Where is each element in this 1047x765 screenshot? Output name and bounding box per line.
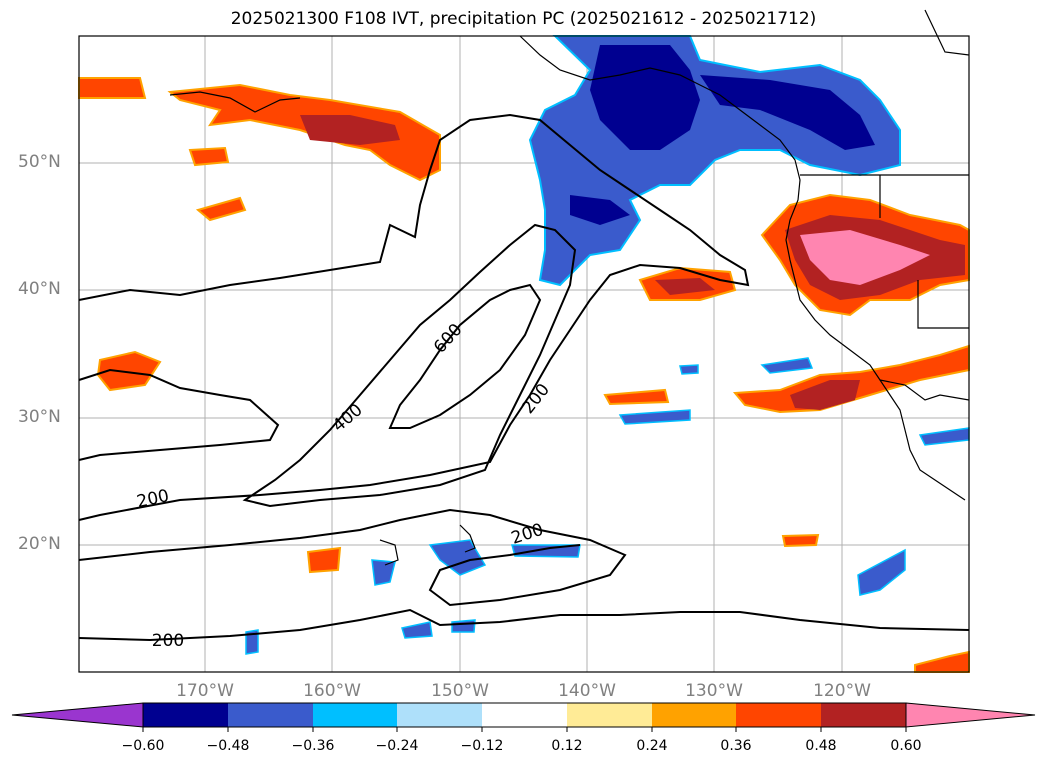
lon-label-170w: 170°W	[176, 681, 234, 701]
contour-200-west	[78, 368, 280, 461]
colorbar-tick-label: 0.48	[805, 738, 837, 754]
colorbar-tick-label: −0.48	[206, 738, 250, 754]
contour-200-bottom	[78, 608, 970, 642]
contour-200-south	[78, 508, 627, 607]
colorbar-swatch-2	[228, 703, 313, 727]
precip-negative-small	[245, 357, 970, 655]
colorbar-tick-label: −0.36	[291, 738, 335, 754]
precip-navy-area-3	[570, 195, 630, 225]
precip-orange-1	[78, 77, 147, 99]
colorbar-swatch-4	[397, 703, 482, 727]
precip-blue-small-8	[371, 559, 396, 586]
precip-orange-3	[188, 146, 230, 167]
contour-400	[242, 223, 577, 508]
precip-blue-small-2	[679, 364, 699, 375]
us-state-border	[917, 280, 969, 329]
colorbar-swatch-5	[482, 703, 567, 727]
precip-blue-small-11	[245, 629, 259, 655]
precip-positive	[78, 77, 970, 673]
map-frame	[78, 35, 970, 673]
colorbar-swatch-1	[143, 703, 228, 727]
colorbar-tick-label: 0.12	[551, 738, 583, 754]
colorbar-outline	[142, 702, 907, 728]
precip-orange-6	[96, 350, 162, 392]
precip-blue-small-10	[451, 619, 476, 633]
colorbar-tick-label: −0.24	[375, 738, 419, 754]
north-america-coast	[519, 35, 966, 501]
precip-darkred-2	[300, 115, 400, 145]
lon-label-120w: 120°W	[813, 681, 871, 701]
colorbar-tick-label: 0.24	[636, 738, 668, 754]
lon-label-160w: 160°W	[303, 681, 361, 701]
colorbar	[11, 702, 1036, 732]
aleutian-islands	[169, 91, 301, 113]
alaska-coast-north	[924, 9, 970, 56]
precip-orange-2	[167, 83, 441, 182]
precip-orange-10	[781, 533, 820, 548]
hawaii-island-1	[379, 539, 399, 566]
hawaii-island-2	[459, 524, 476, 553]
colorbar-tick-label: 0.36	[720, 738, 752, 754]
colorbar-extend-left	[11, 702, 144, 728]
colorbar-tick-label: −0.60	[121, 738, 165, 754]
precip-blue-small-5	[428, 539, 487, 576]
precip-darkred-5	[655, 278, 715, 295]
colorbar-swatch-8	[736, 703, 821, 727]
coastlines	[169, 9, 970, 566]
precip-blue-small-7	[857, 548, 906, 596]
map-title: 2025021300 F108 IVT, precipitation PC (2…	[230, 9, 817, 29]
precip-orange-9	[306, 546, 342, 574]
precip-darkred-7	[790, 380, 860, 410]
lon-label-130w: 130°W	[685, 681, 743, 701]
precip-navy-area-2	[700, 75, 875, 150]
lat-label-30n: 30°N	[18, 407, 61, 427]
precip-negative-northeast	[528, 35, 901, 287]
colorbar-tick-label: 0.60	[890, 738, 922, 754]
contour-600	[388, 283, 542, 429]
contour-label-200-south: 200	[152, 631, 184, 651]
precip-blue-small-1	[760, 357, 814, 374]
colorbar-ticks	[142, 727, 907, 732]
precip-orange-4	[195, 196, 247, 222]
colorbar-extend-right	[905, 702, 1036, 728]
colorbar-swatch-3	[313, 703, 397, 727]
precip-pink-west-us	[800, 230, 930, 285]
contour-200-outer	[78, 113, 750, 521]
colorbar-swatch-7	[652, 703, 736, 727]
lon-label-150w: 150°W	[431, 681, 489, 701]
lat-label-50n: 50°N	[18, 152, 61, 172]
precip-blue-small-6	[511, 544, 581, 558]
map-area: 600 400 200 200 200 200	[78, 9, 970, 673]
precip-orange-8	[603, 388, 670, 406]
ivt-contours	[78, 113, 970, 642]
precip-blue-small-3	[618, 409, 691, 425]
precip-navy-area-1	[590, 45, 700, 150]
lon-label-140w: 140°W	[558, 681, 616, 701]
baja-gulf-coast	[879, 379, 970, 401]
lat-label-40n: 40°N	[18, 279, 61, 299]
colorbar-swatch-9	[821, 703, 906, 727]
precip-blue-small-9	[401, 621, 433, 639]
colorbar-swatch-6	[567, 703, 652, 727]
colorbar-tick-label: −0.12	[460, 738, 504, 754]
lat-label-20n: 20°N	[18, 534, 61, 554]
